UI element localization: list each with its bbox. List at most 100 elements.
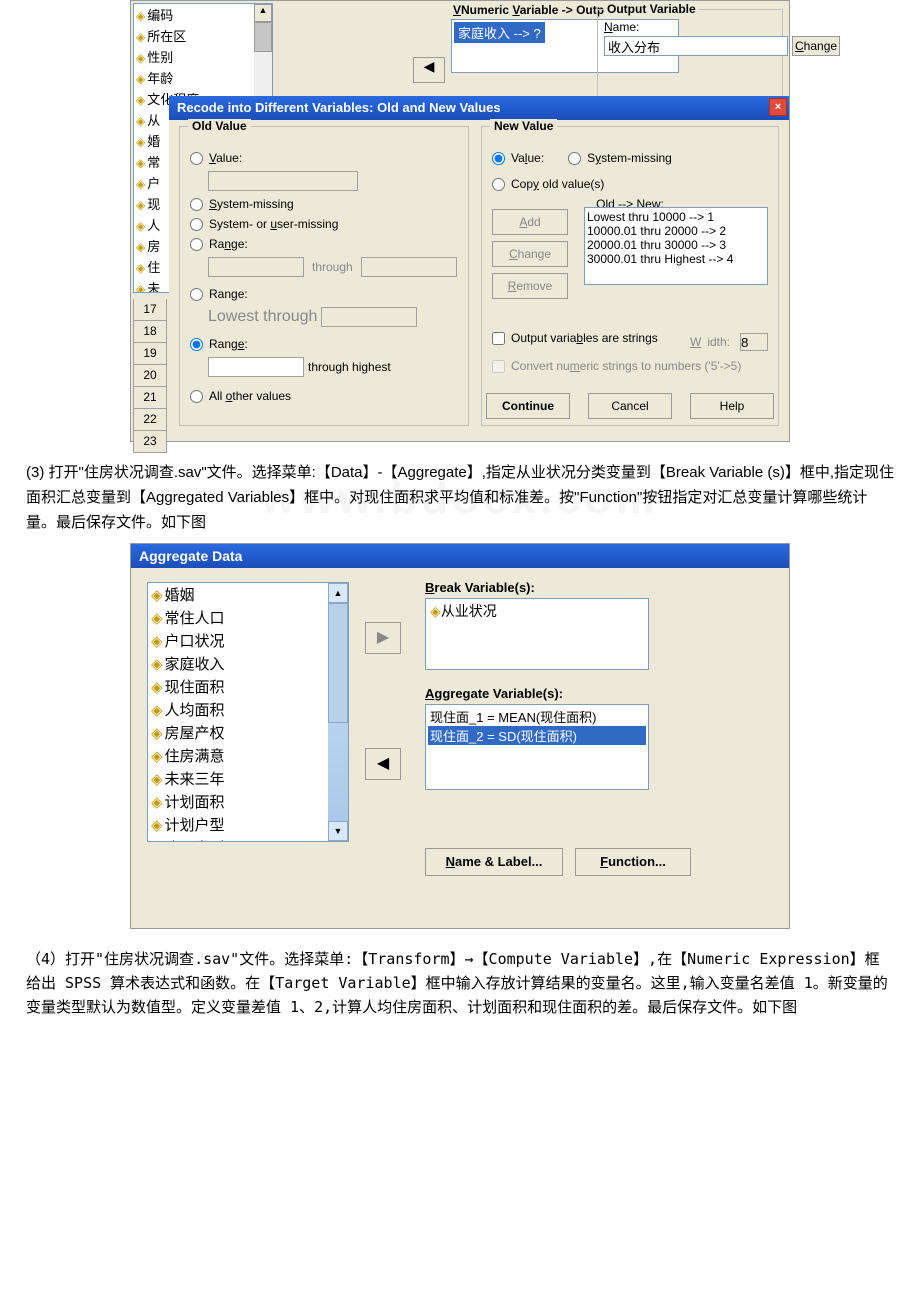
output-variable-group: Output Variable Name: Change bbox=[597, 9, 783, 99]
row-num: 18 bbox=[133, 321, 167, 343]
old-value-input[interactable] bbox=[208, 171, 358, 191]
remove-button[interactable]: Remove bbox=[492, 273, 568, 299]
mapping-row[interactable]: 20000.01 thru 30000 --> 3 bbox=[587, 238, 765, 252]
label: Convert numeric strings to numbers ('5'-… bbox=[511, 359, 741, 373]
scroll-up-icon[interactable]: ▲ bbox=[328, 583, 348, 603]
help-button[interactable]: Help bbox=[690, 393, 774, 419]
list-item[interactable]: ◇购买类型 bbox=[148, 836, 348, 842]
through-highest-input[interactable] bbox=[208, 357, 304, 377]
label: System-missing bbox=[209, 197, 294, 211]
label: Value: bbox=[511, 151, 544, 165]
sysusermissing-radio[interactable] bbox=[190, 218, 203, 231]
sysmissing-radio[interactable] bbox=[190, 198, 203, 211]
output-name-input[interactable] bbox=[604, 36, 788, 56]
aggregate-variable-list[interactable]: 现住面_1 = MEAN(现住面积) 现住面_2 = SD(现住面积) bbox=[425, 704, 649, 790]
allother-radio[interactable] bbox=[190, 390, 203, 403]
move-to-break-button[interactable]: ▶ bbox=[365, 622, 401, 654]
close-icon[interactable]: × bbox=[769, 98, 787, 116]
label: Copy old value(s) bbox=[511, 177, 604, 191]
range-lowest-radio[interactable] bbox=[190, 288, 203, 301]
row-headers: 17 18 19 20 21 22 23 bbox=[133, 299, 167, 453]
mapping-entry[interactable]: 家庭收入 --> ? bbox=[454, 22, 545, 43]
range-to-input[interactable] bbox=[361, 257, 457, 277]
through-highest-label: through highest bbox=[308, 360, 391, 374]
oldnew-titlebar: Recode into Different Variables: Old and… bbox=[169, 96, 789, 120]
old-value-radio[interactable] bbox=[190, 152, 203, 165]
cancel-button[interactable]: Cancel bbox=[588, 393, 672, 419]
aggregate-row[interactable]: 现住面_1 = MEAN(现住面积) bbox=[428, 707, 646, 726]
old-value-group: Old Value Value: System-missing System- … bbox=[179, 126, 469, 426]
aggregate-source-list[interactable]: ◈婚姻 ◈常住人口 ◈户口状况 ◈家庭收入 ◈现住面积 ◈人均面积 ◈房屋产权 … bbox=[147, 582, 349, 842]
list-item[interactable]: ◈计划户型 bbox=[148, 813, 348, 836]
instruction-text-3: (3) 打开"住房状况调查.sav"文件。选择菜单:【Data】-【Aggreg… bbox=[0, 442, 920, 543]
list-item[interactable]: ◈性别 bbox=[134, 46, 272, 67]
break-variable-item[interactable]: 从业状况 bbox=[441, 603, 497, 619]
lowest-through-input[interactable] bbox=[321, 307, 417, 327]
through-label: through bbox=[312, 260, 353, 274]
scroll-thumb[interactable] bbox=[328, 603, 348, 723]
oldnew-dialog-body: Old Value Value: System-missing System- … bbox=[169, 120, 789, 441]
list-item[interactable]: ◈常住人口 bbox=[148, 606, 348, 629]
list-item[interactable]: ◈户口状况 bbox=[148, 629, 348, 652]
list-item[interactable]: ◈人均面积 bbox=[148, 698, 348, 721]
label: Value: bbox=[209, 151, 242, 165]
mapping-row[interactable]: 10000.01 thru 20000 --> 2 bbox=[587, 224, 765, 238]
new-sysmissing-radio[interactable] bbox=[568, 152, 581, 165]
list-item[interactable]: ◈所在区 bbox=[134, 25, 272, 46]
copy-old-radio[interactable] bbox=[492, 178, 505, 191]
mapping-row[interactable]: Lowest thru 10000 --> 1 bbox=[587, 210, 765, 224]
mapping-list[interactable]: Lowest thru 10000 --> 1 10000.01 thru 20… bbox=[584, 207, 768, 285]
range-highest-radio[interactable] bbox=[190, 338, 203, 351]
group-label: Old Value bbox=[188, 119, 251, 133]
aggregate-titlebar: Aggregate Data bbox=[131, 544, 789, 568]
label: Range: bbox=[209, 237, 248, 251]
scroll-thumb[interactable] bbox=[254, 22, 272, 52]
scroll-down-icon[interactable]: ▼ bbox=[328, 821, 348, 841]
dialog-title: Recode into Different Variables: Old and… bbox=[177, 100, 501, 115]
group-label: Output Variable bbox=[604, 2, 699, 16]
scrollbar[interactable]: ▲ ▼ bbox=[328, 583, 348, 841]
new-value-group: New Value Value: System-missing Copy old… bbox=[481, 126, 779, 426]
range-from-input[interactable] bbox=[208, 257, 304, 277]
range-radio[interactable] bbox=[190, 238, 203, 251]
recode-dialog: ◈编码 ◈所在区 ◈性别 ◈年龄 ◈文化程度 ◈从 ◈婚 ◈常 ◈户 ◈现 ◈人… bbox=[131, 1, 789, 441]
list-item[interactable]: ◈年龄 bbox=[134, 67, 272, 88]
width-input[interactable] bbox=[740, 333, 768, 351]
continue-button[interactable]: Continue bbox=[486, 393, 570, 419]
lowest-through-label: Lowest through bbox=[208, 308, 317, 326]
list-item[interactable]: ◈计划面积 bbox=[148, 790, 348, 813]
label: Range: bbox=[209, 287, 248, 301]
name-label: Name: bbox=[604, 20, 776, 34]
label: System- or user-missing bbox=[209, 217, 338, 231]
dialog-title: Aggregate Data bbox=[139, 548, 242, 564]
group-label: New Value bbox=[490, 119, 557, 133]
move-left-button[interactable]: ◀ bbox=[413, 57, 445, 83]
break-variable-list[interactable]: ◈从业状况 bbox=[425, 598, 649, 670]
new-value-radio[interactable] bbox=[492, 152, 505, 165]
function-button[interactable]: Function... bbox=[575, 848, 691, 876]
move-to-aggregate-button[interactable]: ◀ bbox=[365, 748, 401, 780]
label: Range: bbox=[209, 337, 248, 351]
output-strings-checkbox[interactable] bbox=[492, 332, 505, 345]
add-button[interactable]: Add bbox=[492, 209, 568, 235]
convert-numeric-checkbox bbox=[492, 360, 505, 373]
change-mapping-button[interactable]: Change bbox=[492, 241, 568, 267]
list-item[interactable]: ◈婚姻 bbox=[148, 583, 348, 606]
name-label-button[interactable]: Name & Label... bbox=[425, 848, 563, 876]
label: All other values bbox=[209, 389, 291, 403]
row-num: 17 bbox=[133, 299, 167, 321]
row-num: 20 bbox=[133, 365, 167, 387]
instruction-text-4: （4）打开"住房状况调查.sav"文件。选择菜单:【Transform】→【Co… bbox=[0, 929, 920, 1027]
list-item[interactable]: ◈现住面积 bbox=[148, 675, 348, 698]
scroll-up-icon[interactable]: ▲ bbox=[254, 4, 272, 22]
label: System-missing bbox=[587, 151, 672, 165]
aggregate-row[interactable]: 现住面_2 = SD(现住面积) bbox=[428, 726, 646, 745]
list-item[interactable]: ◈编码 bbox=[134, 4, 272, 25]
list-item[interactable]: ◈房屋产权 bbox=[148, 721, 348, 744]
mapping-row[interactable]: 30000.01 thru Highest --> 4 bbox=[587, 252, 765, 266]
list-item[interactable]: ◈未来三年 bbox=[148, 767, 348, 790]
aggregate-variable-label: Aggregate Variable(s): bbox=[425, 686, 563, 701]
list-item[interactable]: ◈住房满意 bbox=[148, 744, 348, 767]
change-button[interactable]: Change bbox=[792, 36, 840, 56]
list-item[interactable]: ◈家庭收入 bbox=[148, 652, 348, 675]
